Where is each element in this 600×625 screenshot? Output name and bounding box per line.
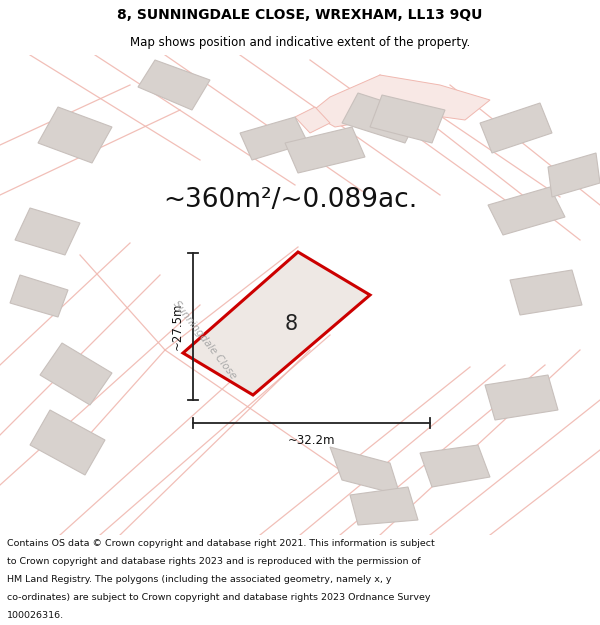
Polygon shape: [350, 487, 418, 525]
Polygon shape: [285, 127, 365, 173]
Polygon shape: [30, 410, 105, 475]
Text: HM Land Registry. The polygons (including the associated geometry, namely x, y: HM Land Registry. The polygons (includin…: [7, 576, 392, 584]
Polygon shape: [480, 103, 552, 153]
Polygon shape: [38, 107, 112, 163]
Text: Sunningdale Close: Sunningdale Close: [172, 299, 239, 381]
Polygon shape: [10, 275, 68, 317]
Polygon shape: [485, 375, 558, 420]
Polygon shape: [370, 95, 445, 143]
Polygon shape: [295, 107, 330, 133]
Polygon shape: [310, 75, 490, 127]
Polygon shape: [330, 447, 400, 495]
Text: ~360m²/~0.089ac.: ~360m²/~0.089ac.: [163, 187, 417, 213]
Text: co-ordinates) are subject to Crown copyright and database rights 2023 Ordnance S: co-ordinates) are subject to Crown copyr…: [7, 594, 431, 602]
Polygon shape: [488, 187, 565, 235]
Polygon shape: [510, 270, 582, 315]
Text: to Crown copyright and database rights 2023 and is reproduced with the permissio: to Crown copyright and database rights 2…: [7, 558, 421, 566]
Text: Map shows position and indicative extent of the property.: Map shows position and indicative extent…: [130, 36, 470, 49]
Polygon shape: [15, 208, 80, 255]
Polygon shape: [183, 252, 370, 395]
Polygon shape: [138, 60, 210, 110]
Polygon shape: [240, 117, 308, 160]
Text: 100026316.: 100026316.: [7, 611, 64, 621]
Text: 8: 8: [284, 314, 298, 334]
Polygon shape: [342, 93, 420, 143]
Polygon shape: [40, 343, 112, 405]
Polygon shape: [548, 153, 600, 197]
Text: 8, SUNNINGDALE CLOSE, WREXHAM, LL13 9QU: 8, SUNNINGDALE CLOSE, WREXHAM, LL13 9QU: [118, 8, 482, 22]
Polygon shape: [420, 445, 490, 487]
Text: Contains OS data © Crown copyright and database right 2021. This information is : Contains OS data © Crown copyright and d…: [7, 539, 435, 549]
Text: ~27.5m: ~27.5m: [170, 302, 184, 350]
Text: ~32.2m: ~32.2m: [288, 434, 335, 447]
